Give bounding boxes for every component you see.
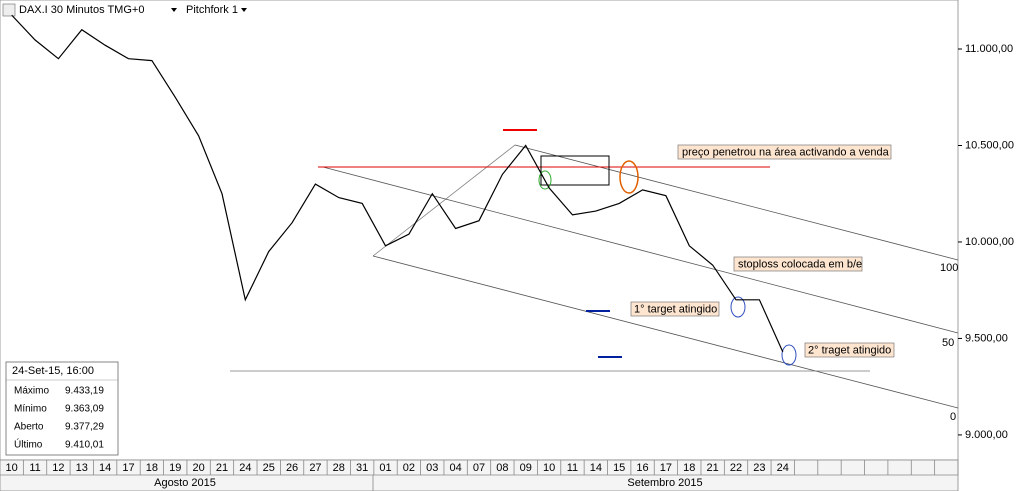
info-date: 24-Set-15, 16:00: [12, 365, 94, 377]
x-tick-label: 03: [426, 462, 438, 474]
pitchfork-median: [322, 166, 959, 334]
x-tick-label: 18: [146, 462, 158, 474]
x-tick-label: 21: [216, 462, 228, 474]
annotation-box: [733, 256, 863, 272]
y-tick-label: 11.000,00: [965, 43, 1013, 55]
x-tick-label: 31: [356, 462, 368, 474]
highlight: [730, 296, 746, 318]
x-tick-label: 16: [636, 462, 648, 474]
month-label: Setembro 2015: [627, 477, 702, 489]
highlight: [781, 344, 797, 366]
x-tick-label: 01: [379, 462, 391, 474]
x-tick-label: 08: [496, 462, 508, 474]
plot-area: [0, 0, 959, 461]
annotation-box: [677, 144, 892, 160]
tool[interactable]: Pitchfork 1: [186, 4, 238, 16]
y-tick-label: 9.500,00: [965, 332, 1008, 344]
info-key: Último: [14, 438, 43, 451]
pitchfork-level: 100: [940, 262, 958, 274]
x-tick-label: 02: [403, 462, 415, 474]
x-tick-label: 09: [520, 462, 532, 474]
x-tick-label: 23: [753, 462, 765, 474]
dropdown-arrow[interactable]: [171, 8, 177, 12]
x-tick-label: 19: [169, 462, 181, 474]
zone-box: [540, 155, 610, 186]
pitchfork-handle: [372, 144, 516, 257]
annotation-box: [804, 342, 895, 358]
x-tick-label: 17: [122, 462, 134, 474]
info-key: Aberto: [14, 422, 44, 433]
annotation-box: [630, 301, 720, 317]
annotation: 1° target atingido: [634, 303, 717, 315]
x-tick-label: 24: [239, 462, 251, 474]
highlight: [538, 170, 552, 190]
info-box: [5, 361, 119, 456]
y-tick-label: 9.000,00: [965, 429, 1008, 441]
info-key: Máximo: [14, 386, 49, 397]
symbol-icon[interactable]: [2, 3, 16, 17]
x-tick-label: 22: [730, 462, 742, 474]
x-tick-label: 11: [29, 462, 40, 474]
info-value: 9.410,01: [65, 440, 104, 451]
pitchfork-level: 0: [950, 411, 956, 423]
annotation: preço penetrou na área activando a venda: [682, 146, 890, 158]
info-value: 9.433,19: [65, 386, 104, 397]
x-tick-label: 10: [543, 462, 555, 474]
x-tick-label: 04: [450, 462, 462, 474]
highlight: [619, 160, 639, 194]
pitchfork-upper: [514, 144, 959, 261]
x-tick-label: 13: [76, 462, 88, 474]
x-tick-label: 10: [6, 462, 18, 474]
x-tick-label: 07: [473, 462, 485, 474]
annotation: stoploss colocada em b/e: [738, 258, 862, 270]
x-tick-label: 21: [707, 462, 719, 474]
symbol[interactable]: DAX.I 30 Minutos TMG+0: [19, 4, 144, 16]
x-tick-label: 18: [683, 462, 695, 474]
x-tick-label: 14: [590, 462, 602, 474]
x-tick-label: 14: [99, 462, 111, 474]
info-key: Mínimo: [14, 404, 47, 415]
y-tick-label: 10.500,00: [965, 139, 1014, 151]
annotation: 2° traget atingido: [808, 344, 891, 356]
y-tick-label: 10.000,00: [965, 236, 1014, 248]
x-tick-label: 26: [286, 462, 298, 474]
price-line: [11, 14, 784, 353]
pitchfork-level: 50: [942, 337, 954, 349]
info-value: 9.363,09: [65, 404, 104, 415]
x-tick-label: 17: [660, 462, 672, 474]
x-tick-label: 28: [333, 462, 345, 474]
x-tick-label: 12: [52, 462, 64, 474]
x-tick-label: 25: [263, 462, 275, 474]
info-value: 9.377,29: [65, 422, 104, 433]
x-tick-label: 20: [192, 462, 204, 474]
x-tick-label: 15: [613, 462, 625, 474]
dropdown-arrow[interactable]: [241, 8, 247, 12]
x-tick-label: 11: [567, 462, 578, 474]
x-tick-label: 24: [777, 462, 789, 474]
month-label: Agosto 2015: [154, 477, 216, 489]
x-tick-label: 27: [309, 462, 321, 474]
pitchfork-lower: [372, 255, 959, 409]
x-axis: [0, 459, 959, 491]
